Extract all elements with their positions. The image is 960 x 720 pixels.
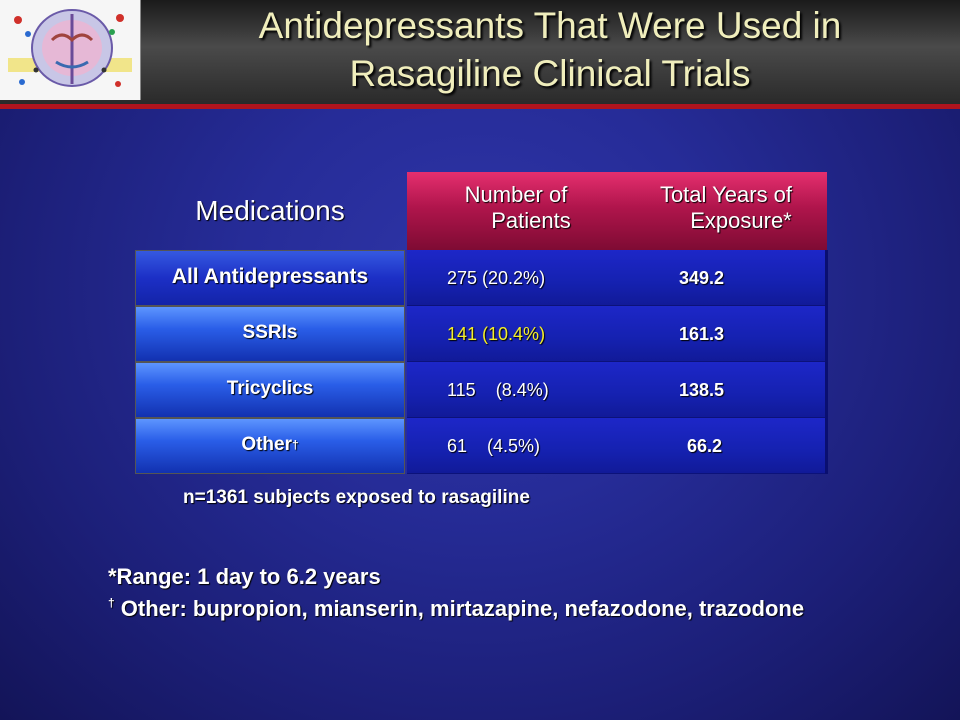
page-title: Antidepressants That Were Used in Rasagi… <box>150 2 950 98</box>
row-exposure-all-antidepressants: 349.2 <box>627 250 827 306</box>
row-patients-all-antidepressants: 275 (20.2%) <box>407 250 627 306</box>
header-patients-line-1: Number of <box>464 182 568 207</box>
header-patients-line-2: Patients <box>491 208 571 233</box>
title-line-2: Rasagiline Clinical Trials <box>349 53 751 94</box>
footnote-dagger-mark: † <box>108 596 115 610</box>
table-right-border <box>825 250 828 474</box>
row-exposure-other: 66.2 <box>627 418 827 474</box>
footnote-other: † Other: bupropion, mianserin, mirtazapi… <box>108 596 804 622</box>
footnote-other-text: Other: bupropion, mianserin, mirtazapine… <box>114 596 805 621</box>
header-exposure-line-2: Exposure* <box>690 208 792 233</box>
title-divider <box>0 104 960 109</box>
row-patients-ssris: 141 (10.4%) <box>407 306 627 362</box>
row-label-tricyclics: Tricyclics <box>135 362 405 418</box>
brain-scan-logo-icon <box>0 0 141 100</box>
header-exposure-line-1: Total Years of <box>659 182 793 207</box>
row-patients-other: 61 (4.5%) <box>407 418 627 474</box>
footnote-range: *Range: 1 day to 6.2 years <box>108 564 381 589</box>
header-medications: Medications <box>195 195 345 226</box>
row-label-ssris: SSRIs <box>135 306 405 362</box>
title-bar <box>0 0 960 104</box>
dagger-mark: † <box>292 438 299 452</box>
row-label-all-antidepressants: All Antidepressants <box>135 250 405 306</box>
row-patients-tricyclics: 115 (8.4%) <box>407 362 627 418</box>
row-exposure-ssris: 161.3 <box>627 306 827 362</box>
header-number-of-patients: Number of Patients <box>407 172 625 250</box>
row-label-other-text: Other <box>241 434 292 455</box>
row-exposure-tricyclics: 138.5 <box>627 362 827 418</box>
sample-size-note: n=1361 subjects exposed to rasagiline <box>183 487 530 508</box>
row-label-other: Other† <box>135 418 405 474</box>
header-total-years-exposure: Total Years of Exposure* <box>625 172 827 250</box>
title-line-1: Antidepressants That Were Used in <box>258 5 842 46</box>
